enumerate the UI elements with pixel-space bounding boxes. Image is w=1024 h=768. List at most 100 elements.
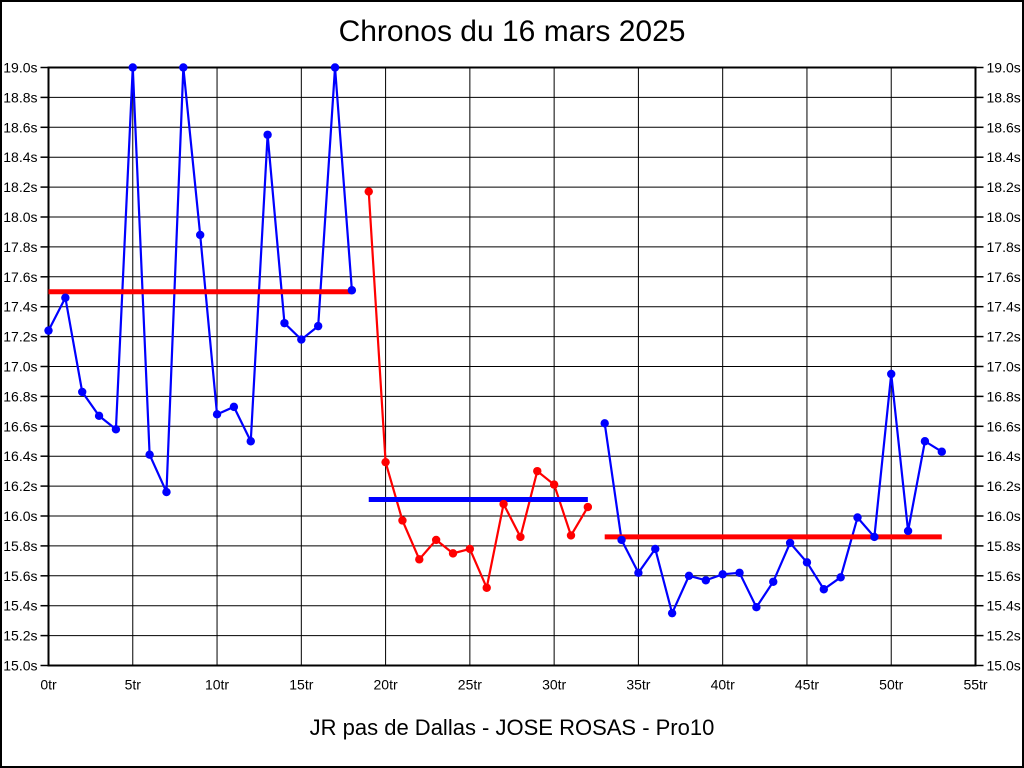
x-axis-label: 5tr (125, 677, 142, 693)
data-point (313, 321, 323, 331)
data-point (533, 466, 542, 476)
x-axis-label: 30tr (542, 677, 566, 693)
data-point (280, 318, 289, 328)
data-point (634, 568, 643, 578)
y-axis-label-right: 15.4s (987, 598, 1021, 614)
plot-frame (47, 66, 977, 667)
y-axis-label-left: 17.6s (3, 269, 37, 285)
data-point (465, 544, 475, 554)
y-axis-label-left: 18.2s (3, 179, 37, 195)
data-point (937, 447, 946, 456)
data-point (128, 63, 137, 72)
chart-title: Chronos du 16 mars 2025 (338, 15, 686, 48)
y-axis-label-right: 17.0s (987, 359, 1021, 375)
data-point (583, 502, 593, 512)
data-point (347, 286, 357, 295)
data-point (415, 555, 424, 564)
x-axis-label: 40tr (711, 677, 735, 693)
y-axis-label-right: 18.6s (987, 119, 1021, 135)
y-axis-label-right: 18.0s (987, 209, 1021, 225)
data-point (819, 585, 829, 594)
y-axis-label-left: 15.2s (3, 628, 37, 644)
y-axis-label-right: 15.2s (987, 628, 1021, 644)
y-axis-label-right: 18.8s (987, 89, 1021, 105)
x-axis-label: 10tr (205, 677, 229, 693)
y-axis-label-left: 18.4s (3, 149, 37, 165)
y-axis-label-left: 15.4s (3, 598, 37, 614)
x-axis-label: 45tr (795, 677, 819, 693)
grid-lines (48, 67, 976, 666)
data-point (920, 437, 930, 446)
data-point (364, 187, 373, 196)
data-point (162, 487, 171, 497)
data-point (448, 549, 458, 558)
data-point (853, 513, 862, 522)
data-point (297, 335, 306, 344)
series-markers-stint-3 (600, 369, 946, 618)
chart-subtitle: JR pas de Dallas - JOSE ROSAS - Pro10 (309, 715, 715, 740)
data-point (600, 419, 609, 428)
axis-labels: 15.0s 15.0s 15.2s 15.2s 15.4s 15.4s 15.6s 15.6s… (3, 60, 1021, 693)
y-axis-label-right: 16.4s (987, 448, 1021, 464)
x-axis-label: 50tr (879, 677, 903, 693)
y-axis-label-left: 18.0s (3, 209, 37, 225)
y-axis-label-left: 19.0s (3, 60, 37, 76)
y-axis-label-left: 15.6s (3, 568, 37, 584)
x-axis-label: 35tr (626, 677, 650, 693)
y-axis-label-right: 18.4s (987, 149, 1021, 165)
data-point (94, 411, 104, 421)
data-point (78, 387, 87, 397)
y-axis-label-right: 17.6s (987, 269, 1021, 285)
data-point (735, 568, 744, 578)
data-point (718, 570, 727, 579)
data-point (44, 326, 53, 335)
data-point (667, 608, 677, 618)
data-point (769, 577, 778, 586)
data-point (330, 63, 340, 72)
y-axis-label-right: 15.0s (987, 658, 1021, 674)
y-axis-label-right: 17.8s (987, 239, 1021, 255)
y-axis-label-left: 16.0s (3, 508, 37, 524)
data-point (887, 369, 896, 379)
y-axis-label-right: 19.0s (987, 60, 1021, 76)
data-point (516, 532, 525, 542)
data-point (617, 535, 626, 545)
series-markers-stint-2 (364, 187, 593, 592)
data-point (870, 532, 879, 542)
y-axis-label-left: 15.8s (3, 538, 37, 554)
x-axis-label: 15tr (289, 677, 313, 693)
data-point (684, 571, 694, 580)
y-axis-label-right: 15.8s (987, 538, 1021, 554)
y-axis-label-right: 16.6s (987, 418, 1021, 434)
y-axis-label-right: 18.2s (987, 179, 1021, 195)
y-axis-label-right: 17.4s (987, 299, 1021, 315)
data-point (145, 450, 154, 459)
y-axis-label-left: 17.4s (3, 299, 37, 315)
data-point (381, 457, 390, 467)
data-point (802, 558, 812, 567)
data-point (263, 130, 272, 139)
axis-ticks (40, 66, 984, 667)
data-point (229, 402, 239, 412)
data-point (246, 437, 255, 446)
data-point (111, 425, 121, 434)
x-axis-label: 20tr (374, 677, 398, 693)
y-axis-label-left: 16.6s (3, 418, 37, 434)
y-axis-label-left: 16.2s (3, 478, 37, 494)
x-axis-label: 0tr (40, 677, 57, 693)
data-point (651, 544, 660, 554)
y-axis-label-left: 16.4s (3, 448, 37, 464)
series-line-stint-2 (367, 191, 589, 592)
data-point (212, 410, 222, 419)
data-point (499, 499, 508, 509)
x-axis-label: 55tr (963, 677, 987, 693)
data-point (195, 230, 205, 240)
y-axis-label-left: 17.0s (3, 359, 37, 375)
y-axis-label-right: 16.8s (987, 388, 1021, 404)
y-axis-label-left: 18.6s (3, 119, 37, 135)
y-axis-label-right: 16.2s (987, 478, 1021, 494)
y-axis-label-left: 17.2s (3, 329, 37, 345)
data-point (903, 526, 913, 536)
